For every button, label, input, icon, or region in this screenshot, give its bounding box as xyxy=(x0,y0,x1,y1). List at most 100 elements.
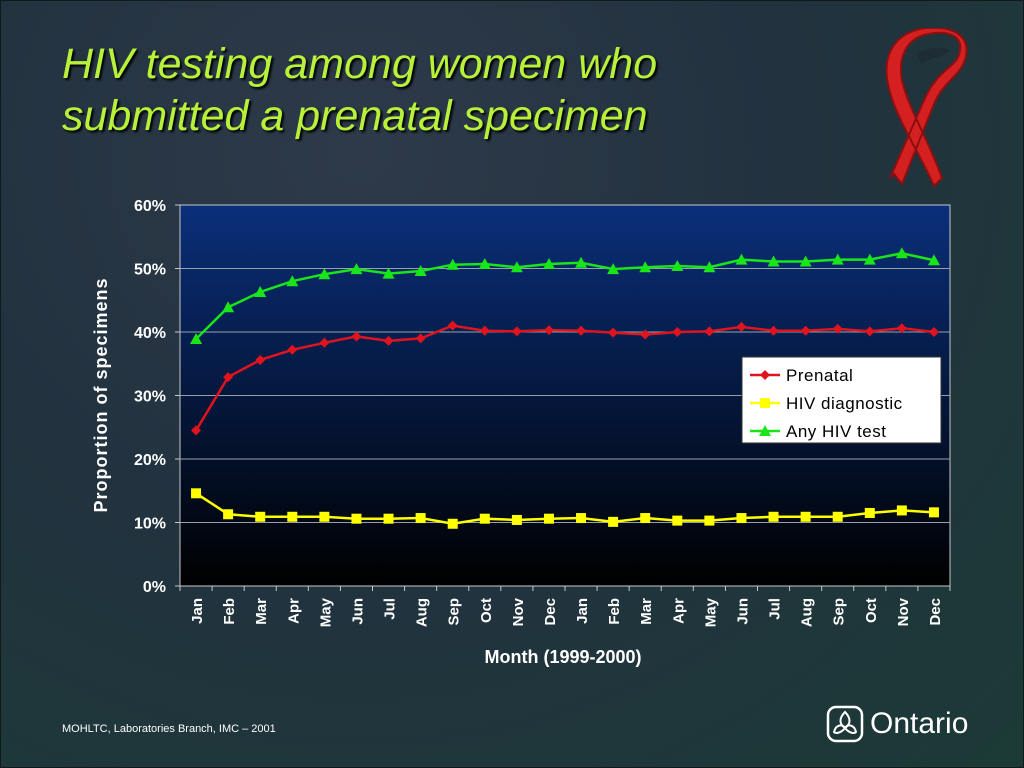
series-line-prenatal xyxy=(194,324,935,432)
x-tick-label: Nov xyxy=(895,597,912,626)
data-point-prenatal xyxy=(511,326,522,337)
data-point-hiv-diagnostic xyxy=(383,513,394,524)
data-point-hiv-diagnostic xyxy=(287,511,298,522)
data-point-any-hiv-test xyxy=(350,263,363,275)
data-point-hiv-diagnostic xyxy=(832,511,843,522)
data-point-prenatal xyxy=(704,326,715,337)
x-tick-label: Dec xyxy=(927,598,944,626)
red-ribbon-icon xyxy=(885,28,968,188)
data-point-any-hiv-test xyxy=(863,253,876,265)
data-point-prenatal xyxy=(768,325,779,336)
data-point-any-hiv-test xyxy=(735,253,748,265)
x-tick-label: Jan xyxy=(189,598,206,624)
x-tick-label: Jun xyxy=(734,598,751,625)
data-point-hiv-diagnostic xyxy=(319,511,330,522)
data-point-prenatal xyxy=(800,325,811,336)
x-tick-label: Aug xyxy=(799,598,816,627)
data-point-prenatal xyxy=(640,329,651,340)
x-tick-label: Jan xyxy=(574,598,591,624)
legend-marker-hiv-diagnostic xyxy=(760,398,770,408)
x-tick-label: Sep xyxy=(446,598,463,626)
x-tick-label: May xyxy=(702,597,719,627)
data-point-prenatal xyxy=(672,327,683,337)
data-point-hiv-diagnostic xyxy=(640,513,651,524)
data-point-prenatal xyxy=(928,327,939,337)
data-point-any-hiv-test xyxy=(254,285,267,297)
legend-label-hiv-diagnostic: HIV diagnostic xyxy=(786,394,903,413)
data-point-any-hiv-test xyxy=(575,256,588,268)
data-point-prenatal xyxy=(736,321,747,332)
series-line-any-hiv-test xyxy=(195,251,935,340)
data-point-any-hiv-test xyxy=(478,258,491,270)
data-point-any-hiv-test xyxy=(767,255,780,267)
title-line-1: HIV testing among women who xyxy=(62,40,658,88)
x-tick-label: Nov xyxy=(510,597,527,626)
data-point-hiv-diagnostic xyxy=(351,513,362,524)
data-point-hiv-diagnostic xyxy=(704,515,715,526)
x-tick-label: Sep xyxy=(831,598,848,626)
data-point-prenatal xyxy=(576,325,587,336)
title-line-2: submitted a prenatal specimen xyxy=(62,92,648,140)
data-point-hiv-diagnostic xyxy=(928,507,939,518)
data-point-hiv-diagnostic xyxy=(864,507,875,518)
data-point-hiv-diagnostic xyxy=(255,511,266,522)
data-point-prenatal xyxy=(543,325,554,336)
data-point-prenatal xyxy=(608,327,619,338)
data-point-prenatal xyxy=(832,323,843,334)
x-tick-label: May xyxy=(317,597,334,627)
x-tick-label: Apr xyxy=(285,598,302,624)
legend-marker-prenatal xyxy=(760,370,770,380)
data-point-hiv-diagnostic xyxy=(576,513,587,524)
data-point-hiv-diagnostic xyxy=(800,511,811,522)
data-point-prenatal xyxy=(351,331,362,342)
data-point-prenatal xyxy=(383,335,394,346)
y-tick-label: 50% xyxy=(134,262,166,279)
x-tick-label: Dec xyxy=(542,598,559,626)
data-point-any-hiv-test xyxy=(799,255,812,267)
data-point-any-hiv-test xyxy=(831,253,844,265)
data-point-prenatal xyxy=(223,372,234,383)
data-point-prenatal xyxy=(191,425,202,436)
y-tick-label: 0% xyxy=(143,579,166,596)
data-point-any-hiv-test xyxy=(895,247,908,259)
data-point-prenatal xyxy=(415,333,426,344)
legend-marker-any-hiv-test xyxy=(759,425,771,436)
y-tick-label: 10% xyxy=(134,516,166,533)
trillium-icon xyxy=(826,705,864,743)
y-tick-label: 20% xyxy=(134,452,166,469)
data-point-any-hiv-test xyxy=(703,261,716,273)
x-tick-label: Aug xyxy=(414,598,431,627)
x-tick-label: Apr xyxy=(670,598,687,624)
data-point-hiv-diagnostic xyxy=(511,514,522,525)
data-point-any-hiv-test xyxy=(382,267,395,279)
y-tick-label: 40% xyxy=(134,325,166,342)
x-axis-label: Month (1999-2000) xyxy=(484,647,641,667)
legend: Prenatal HIV diagnostic Any HIV test xyxy=(741,356,942,444)
data-point-any-hiv-test xyxy=(318,268,331,280)
data-point-hiv-diagnostic xyxy=(896,505,907,516)
data-point-hiv-diagnostic xyxy=(415,513,426,524)
data-point-any-hiv-test xyxy=(446,258,459,270)
data-point-any-hiv-test xyxy=(607,263,620,275)
data-point-prenatal xyxy=(255,354,266,365)
x-tick-label: Mar xyxy=(253,598,270,625)
y-tick-label: 30% xyxy=(134,389,166,406)
slide-title: HIV testing among women who submitted a … xyxy=(62,38,822,142)
data-point-hiv-diagnostic xyxy=(768,511,779,522)
data-point-hiv-diagnostic xyxy=(608,516,619,527)
data-point-hiv-diagnostic xyxy=(543,513,554,524)
logo-text: Ontario xyxy=(870,707,969,740)
x-tick-label: Jul xyxy=(382,598,399,620)
data-point-hiv-diagnostic xyxy=(447,518,458,529)
data-point-hiv-diagnostic xyxy=(191,488,202,499)
data-point-hiv-diagnostic xyxy=(736,513,747,524)
data-point-hiv-diagnostic xyxy=(223,509,234,520)
data-point-prenatal xyxy=(447,320,458,331)
data-point-any-hiv-test xyxy=(190,332,203,344)
data-point-any-hiv-test xyxy=(286,275,299,287)
data-point-hiv-diagnostic xyxy=(672,515,683,526)
data-point-any-hiv-test xyxy=(414,265,427,277)
legend-label-prenatal: Prenatal xyxy=(786,366,853,385)
x-tick-label: Mar xyxy=(638,598,655,625)
y-tick-label: 60% xyxy=(134,198,166,215)
